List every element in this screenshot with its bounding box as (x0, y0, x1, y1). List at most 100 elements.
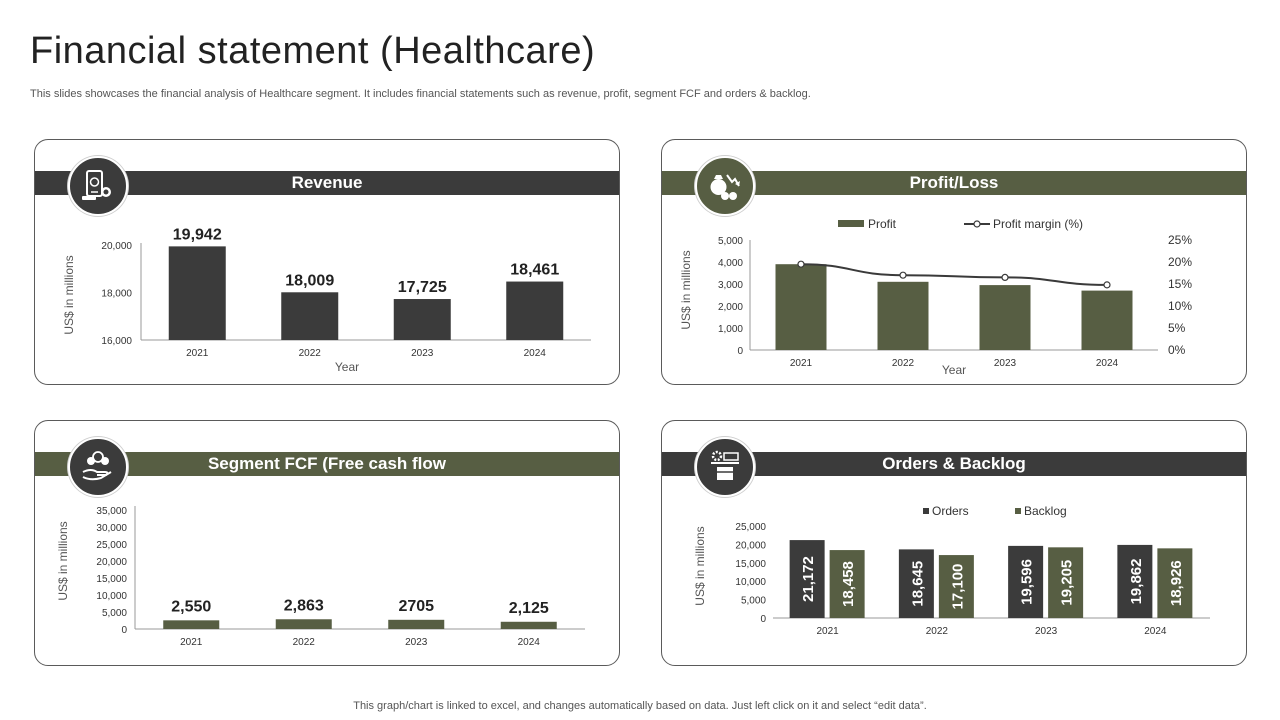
orders-header: Orders & Backlog (662, 452, 1246, 476)
bar (168, 246, 226, 340)
data-label: 18,461 (510, 262, 559, 279)
bar (789, 540, 825, 618)
y-tick-label: 15,000 (96, 574, 127, 585)
fcf-header: Segment FCF (Free cash flow (35, 452, 619, 476)
page-subtitle: This slides showcases the financial anal… (30, 88, 811, 100)
y-tick-label: 15,000 (735, 559, 766, 570)
y2-tick-label: 20% (1168, 255, 1192, 269)
fcf-title: Segment FCF (Free cash flow (207, 454, 447, 473)
margin-point (797, 260, 805, 268)
bar (275, 619, 332, 629)
y-tick-label: 25,000 (96, 540, 127, 551)
y-axis-label: US$ in millions (56, 521, 70, 600)
money-bag-down-icon (695, 156, 755, 216)
data-label: 21,172 (800, 556, 817, 602)
bar (1117, 544, 1153, 618)
bar (500, 621, 557, 629)
y2-tick-label: 15% (1168, 277, 1192, 291)
x-tick-label: 2024 (1096, 358, 1119, 369)
y-tick-label: 10,000 (96, 591, 127, 602)
data-label: 2,550 (171, 598, 211, 615)
profit-header: Profit/Loss (662, 171, 1246, 195)
data-label: 17,725 (398, 279, 447, 296)
bar (393, 299, 451, 340)
y-axis-label: US$ in millions (693, 526, 707, 605)
bar (1048, 547, 1084, 618)
bar (388, 619, 445, 629)
y-tick-label: 35,000 (96, 506, 127, 517)
bar (829, 550, 865, 618)
data-label: 19,942 (173, 226, 222, 243)
y-tick-label: 0 (737, 346, 743, 357)
hand-money-icon (68, 437, 128, 497)
y-tick-label: 3,000 (718, 280, 743, 291)
mobile-coins-icon (68, 156, 128, 216)
y-tick-label: 5,000 (718, 236, 743, 247)
x-tick-label: 2023 (994, 358, 1017, 369)
margin-line (800, 263, 1108, 286)
y-tick-label: 0 (121, 625, 127, 636)
x-tick-label: 2021 (817, 626, 840, 637)
legend-swatch-profit (838, 220, 864, 227)
fcf-chart[interactable]: 0 5,000 10,000 15,000 20,000 25,000 30,000 35,0… (35, 421, 619, 665)
y-tick-label: 20,000 (101, 241, 132, 252)
margin-point (1103, 281, 1111, 289)
bar (775, 264, 827, 350)
bar (163, 620, 220, 629)
legend-swatch-orders (923, 508, 929, 514)
x-tick-label: 2021 (186, 348, 209, 359)
bar (506, 281, 564, 340)
data-label: 18,926 (1168, 560, 1185, 606)
y-tick-label: 0 (760, 614, 766, 625)
x-tick-label: 2022 (293, 637, 316, 648)
y-tick-label: 16,000 (101, 336, 132, 347)
page-title: Financial statement (Healthcare) (30, 30, 596, 72)
profit-chart[interactable]: 0 1,000 2,000 3,000 4,000 5,000 0% 5% 10% 15% 20% 2… (662, 140, 1246, 384)
data-label: 17,100 (949, 564, 966, 610)
profit-card: Profit/Loss 0 1,000 2,000 3,000 4,000 5,000 0%… (661, 139, 1247, 385)
bar (1157, 548, 1193, 618)
y-tick-label: 1,000 (718, 324, 743, 335)
data-label: 2705 (398, 598, 434, 615)
y2-tick-label: 0% (1168, 343, 1186, 357)
x-tick-label: 2021 (180, 637, 203, 648)
revenue-title: Revenue (291, 173, 363, 192)
legend-marker-margin (973, 220, 981, 228)
x-tick-label: 2023 (1035, 626, 1058, 637)
x-tick-label: 2024 (1144, 626, 1167, 637)
y-tick-label: 5,000 (102, 608, 127, 619)
legend-label-margin: Profit margin (%) (993, 217, 1083, 231)
x-tick-label: 2022 (892, 358, 915, 369)
legend-label-orders: Orders (932, 504, 969, 518)
data-label: 18,458 (840, 561, 857, 607)
revenue-chart[interactable]: 16,000 18,000 20,000 19,942 2021 18,009 2022 17… (35, 140, 619, 384)
x-tick-label: 2023 (405, 637, 428, 648)
bar (979, 285, 1031, 350)
y-axis-label: US$ in millions (679, 250, 693, 329)
orders-chart[interactable]: 0 5,000 10,000 15,000 20,000 25,000 21,172 18,4… (662, 421, 1246, 665)
conveyor-gear-icon (695, 437, 755, 497)
legend-swatch-backlog (1015, 508, 1021, 514)
data-label: 19,862 (1128, 559, 1145, 605)
data-label: 2,125 (509, 600, 549, 617)
y-tick-label: 20,000 (735, 540, 766, 551)
y-tick-label: 2,000 (718, 302, 743, 313)
x-axis-label: Year (335, 360, 359, 374)
x-tick-label: 2023 (411, 348, 434, 359)
footer-note: This graph/chart is linked to excel, and… (353, 700, 927, 712)
x-axis-label: Year (942, 363, 966, 377)
bar (938, 555, 974, 618)
y-tick-label: 30,000 (96, 523, 127, 534)
orders-title: Orders & Backlog (882, 454, 1026, 473)
bar (898, 549, 934, 618)
y2-tick-label: 5% (1168, 321, 1186, 335)
legend-label-profit: Profit (868, 217, 897, 231)
data-label: 19,596 (1019, 559, 1036, 605)
margin-point (899, 271, 907, 279)
y-tick-label: 4,000 (718, 258, 743, 269)
bar (1081, 290, 1133, 350)
x-tick-label: 2024 (518, 637, 541, 648)
y-axis-label: US$ in millions (62, 255, 76, 334)
y2-tick-label: 25% (1168, 233, 1192, 247)
y2-tick-label: 10% (1168, 299, 1192, 313)
